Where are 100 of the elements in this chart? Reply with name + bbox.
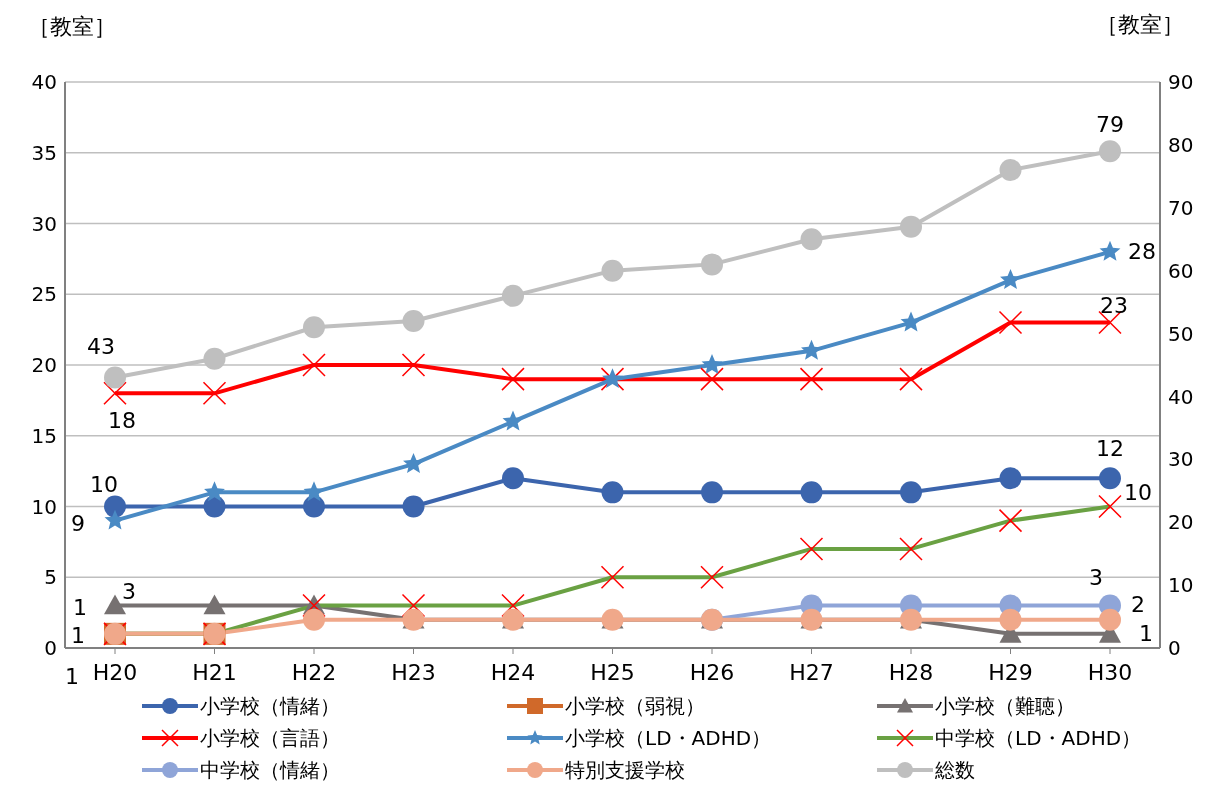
point (800, 228, 823, 251)
point (700, 565, 724, 589)
y2-tick-label: 10 (1168, 573, 1194, 598)
y2-tick-label: 30 (1168, 447, 1194, 472)
point (203, 594, 226, 615)
x-tick-label: H24 (490, 659, 536, 685)
x-tick-label: H26 (689, 659, 735, 685)
data-label: 3 (1089, 565, 1103, 591)
point (601, 259, 624, 282)
y-tick-label: 25 (31, 282, 57, 307)
data-label: 12 (1096, 435, 1124, 461)
point (402, 495, 425, 518)
data-label: 43 (87, 334, 115, 360)
point (1099, 608, 1121, 631)
point (999, 159, 1022, 182)
y-tick-label: 20 (31, 353, 57, 378)
legend-label: 小学校（言語） (200, 724, 340, 752)
legend-label: 特別支援学校 (565, 756, 685, 784)
y-tick-label: 40 (31, 70, 57, 95)
data-label: 1 (73, 595, 87, 621)
point (701, 253, 723, 276)
y2-tick-label: 60 (1168, 258, 1194, 283)
y2-tick-label: 80 (1168, 132, 1194, 157)
point (1099, 240, 1121, 261)
point (601, 481, 624, 504)
point (203, 495, 226, 518)
point (302, 353, 326, 377)
point (501, 367, 525, 391)
point (998, 310, 1023, 335)
point (701, 481, 723, 504)
point (899, 367, 923, 391)
x-tick-label: H20 (92, 659, 138, 685)
point (303, 316, 325, 339)
point (402, 309, 425, 332)
point (900, 481, 922, 504)
y-tick-label: 5 (44, 565, 57, 590)
x-tick-label: H28 (888, 659, 934, 685)
legend-label: 中学校（情緒） (200, 756, 340, 784)
x-tick-label: H22 (291, 659, 337, 685)
data-label: 23 (1100, 293, 1128, 319)
legend-label: 中学校（LD・ADHD） (935, 724, 1142, 752)
x-tick-label: H29 (988, 659, 1033, 685)
data-label: 18 (108, 407, 136, 433)
legend-label: 小学校（LD・ADHD） (565, 724, 772, 752)
data-label: 9 (71, 511, 85, 537)
x-tick-label: H25 (590, 659, 635, 685)
point (104, 366, 126, 389)
point (700, 367, 724, 391)
y2-tick-label: 70 (1168, 195, 1194, 220)
point (900, 215, 922, 238)
data-label: 10 (1124, 480, 1152, 505)
point (998, 508, 1023, 533)
data-label: 1 (71, 623, 85, 649)
y2-tick-label: 20 (1168, 510, 1194, 535)
y-tick-label: 30 (31, 211, 57, 236)
y-tick-label: 15 (31, 423, 57, 448)
y-axis-title: ［教室］ (28, 13, 116, 41)
point (104, 495, 126, 518)
point (899, 537, 923, 561)
legend-label: 小学校（難聴） (935, 692, 1075, 720)
point (1099, 467, 1121, 490)
point (401, 353, 426, 377)
point (1000, 269, 1021, 289)
x-tick-label: H30 (1087, 659, 1133, 685)
point (204, 481, 225, 502)
y-tick-label: 35 (31, 140, 57, 165)
y2-tick-label: 40 (1168, 384, 1194, 409)
y2-tick-label: 50 (1168, 321, 1194, 346)
point (202, 381, 227, 406)
point (800, 481, 823, 504)
point (303, 608, 325, 631)
point (502, 467, 524, 490)
y-tick-label: 0 (44, 636, 57, 661)
data-label: 10 (90, 472, 118, 497)
data-label: 28 (1128, 239, 1156, 265)
point (999, 467, 1022, 490)
point (303, 481, 325, 502)
data-label: 2 (1131, 592, 1145, 618)
y2-axis-title: ［教室］ (1096, 11, 1184, 39)
point (799, 367, 824, 391)
data-label: 1 (65, 664, 79, 690)
point (999, 608, 1022, 631)
legend-label: 小学校（情緒） (200, 692, 340, 720)
point (799, 537, 824, 561)
data-label: 3 (122, 579, 136, 605)
legend-label: 総数 (935, 756, 975, 784)
x-tick-label: H21 (192, 659, 237, 685)
point (403, 453, 424, 473)
point (801, 339, 822, 360)
y-tick-label: 10 (31, 494, 57, 519)
point (701, 354, 723, 374)
point (502, 284, 524, 307)
x-tick-label: H23 (391, 659, 436, 685)
data-label: 1 (1139, 621, 1153, 647)
point (502, 410, 524, 431)
y2-tick-label: 90 (1168, 70, 1194, 95)
x-tick-label: H27 (789, 659, 834, 685)
data-label: 79 (1096, 111, 1124, 137)
point (600, 565, 625, 589)
point (900, 311, 922, 332)
